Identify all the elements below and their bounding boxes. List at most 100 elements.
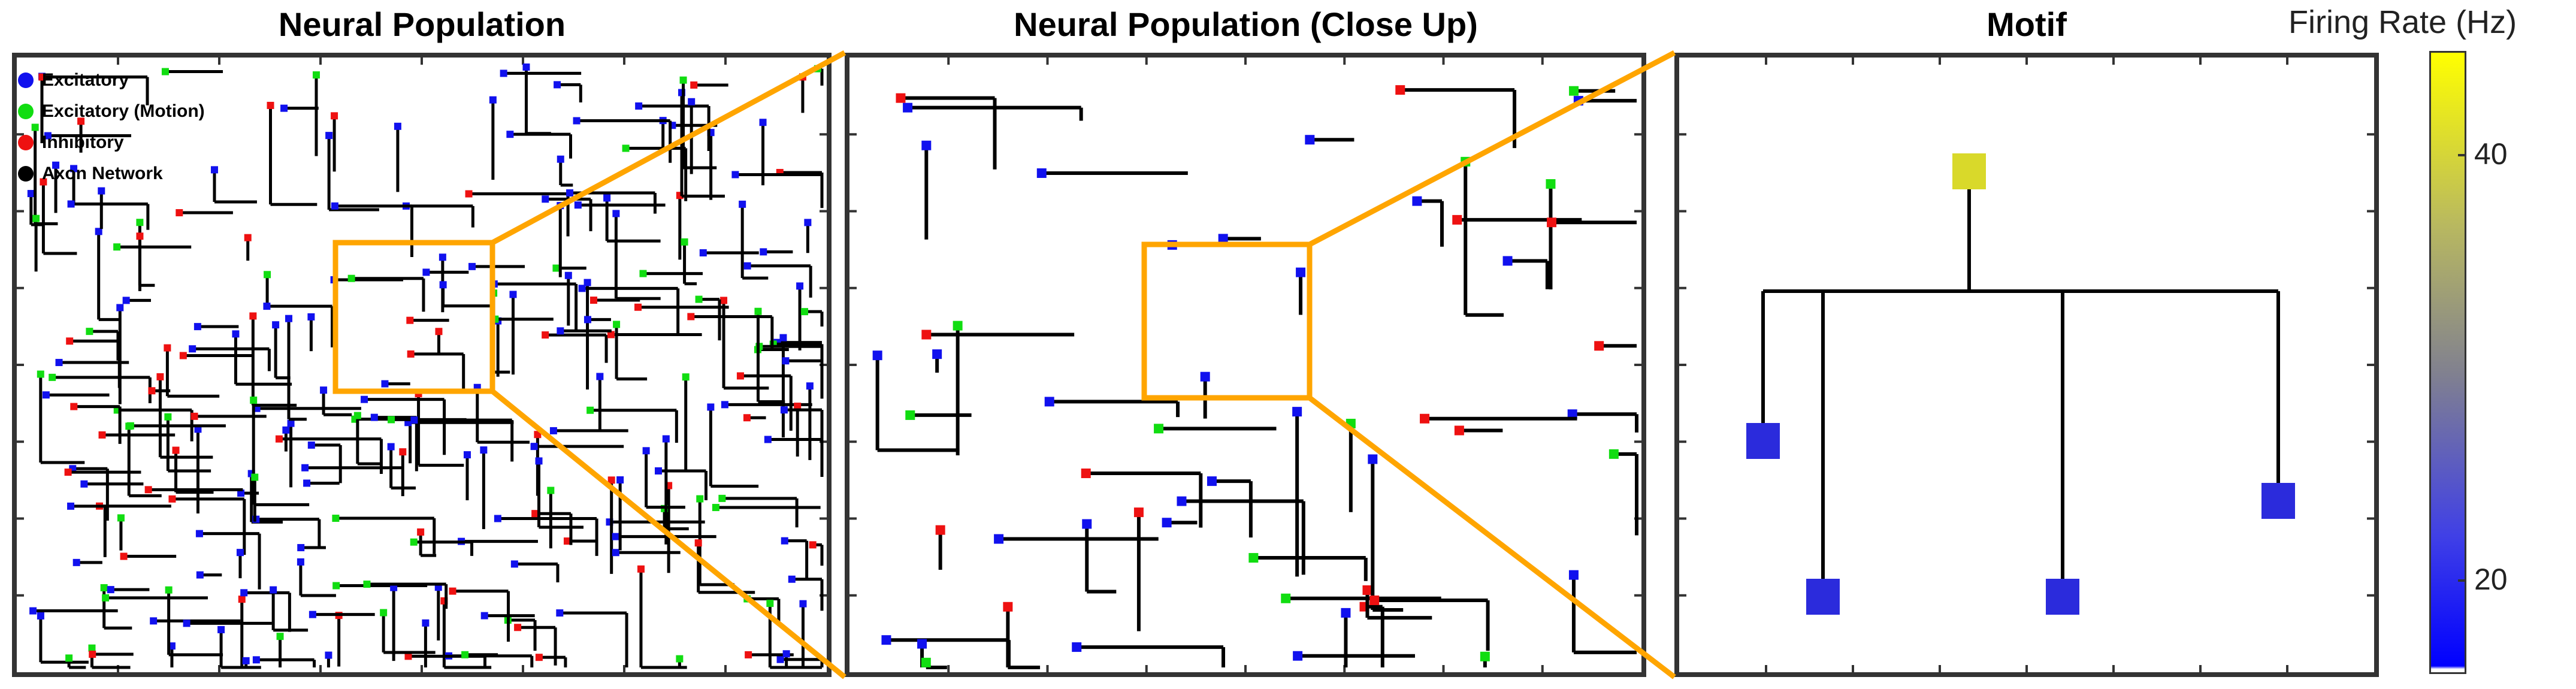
neuron [1362,585,1372,595]
neuron [699,249,707,256]
neuron [267,101,274,109]
neuron [522,63,530,71]
neuron [331,112,338,120]
neuron [707,403,715,411]
neuron [634,303,642,311]
motif-neuron-target [1806,579,1840,615]
neuron [764,436,772,443]
neuron [743,262,751,270]
neuron [183,620,191,627]
neuron [88,644,96,652]
neuron [1162,518,1172,528]
neuron [547,486,555,494]
neuron [285,315,293,322]
neuron [217,625,225,633]
neuron [40,178,47,186]
neuron [586,406,594,414]
neuron [1502,256,1513,266]
neuron [881,635,891,645]
neuron [1454,425,1464,436]
neuron [66,337,74,345]
neuron [804,219,812,226]
neuron [903,102,913,113]
neuron [370,413,378,421]
neuron [270,586,277,594]
legend-label: Inhibitory [42,132,124,152]
neuron [780,406,788,414]
neuron [896,93,906,103]
neuron [240,589,248,597]
neuron [694,539,702,547]
neuron [29,607,37,615]
neuron [312,71,320,79]
neuron [1177,496,1187,506]
neuron [1082,519,1092,529]
neuron [1412,196,1422,206]
neuron [52,161,60,169]
neuron [535,457,543,465]
neuron [38,73,46,81]
neuron [1036,168,1047,178]
neuron [325,651,332,659]
excitatory-dot-icon [18,72,34,88]
neuron [743,414,751,422]
neuron [530,443,538,451]
neuron [31,123,39,131]
neuron [194,425,202,433]
neuron [64,469,72,476]
neuron [67,502,75,510]
neuron [1072,642,1082,652]
neuron [759,119,767,126]
neuron [461,651,469,658]
neuron [136,219,144,226]
neuron [696,495,704,503]
neuron [191,412,198,420]
neuron [1368,454,1378,464]
motif-title: Motif [1987,5,2067,43]
neuron [168,495,176,503]
inhibitory-dot-icon [18,135,34,150]
legend-label: Excitatory (Motion) [42,101,205,121]
neuron [921,657,931,667]
neuron [687,313,695,321]
neuron [616,476,624,483]
neuron [144,486,152,494]
neuron [596,373,604,380]
neuron [1569,86,1579,96]
zoom-line [491,389,846,679]
neuron [417,528,425,536]
neuron [250,396,258,404]
neuron [275,435,283,443]
neuron [509,291,517,298]
motif-neuron-target [2261,483,2295,519]
neuron [189,345,196,353]
neuron [1395,85,1405,95]
neuron [176,209,183,217]
neuron [781,537,788,545]
neuron [662,435,670,443]
neuron [353,412,361,419]
neuron [249,312,257,320]
neuron [264,271,271,279]
neuron [380,609,388,617]
neuron [394,122,401,130]
neuron [1218,234,1228,244]
neuron [381,380,389,388]
neuron [622,144,630,152]
neuron [287,419,295,427]
neuron [301,464,309,472]
neuron [422,619,430,627]
neuron [994,534,1004,544]
neuron [917,639,927,649]
neuron [542,331,549,339]
neuron [113,243,121,251]
neuron [589,297,597,304]
neuron [122,297,130,304]
neuron [80,480,88,488]
neuron [55,359,63,367]
neuron [98,431,106,439]
neuron [102,594,110,602]
neuron [1081,469,1091,479]
neuron [739,200,746,208]
neuron [439,281,447,289]
